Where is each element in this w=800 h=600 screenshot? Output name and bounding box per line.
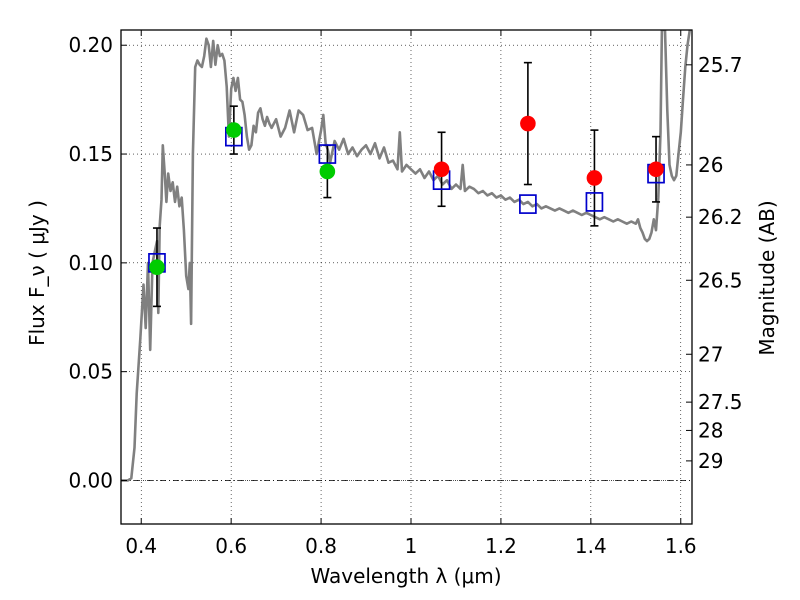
y2-tick-label: 27.5: [698, 390, 743, 414]
x-tick-label: 0.8: [305, 534, 337, 558]
model-square-marker: [585, 192, 604, 212]
grid: [121, 30, 692, 524]
model-photometry-squares: [148, 126, 665, 273]
y-ticks: 0.00 0.05 0.10 0.15 0.20: [68, 33, 127, 492]
y2-ticks: 25.7 26 26.2 26.5 27 27.5 28 29: [686, 53, 743, 473]
model-spectrum: [121, 30, 692, 482]
y-tick-label: 0.00: [68, 468, 113, 492]
spectrum-line: [121, 30, 692, 482]
y-tick-label: 0.15: [68, 142, 113, 166]
x-tick-label: 1.2: [485, 534, 517, 558]
observed-point: [520, 115, 536, 132]
x-axis-title: Wavelength λ (μm): [310, 564, 501, 588]
y-tick-label: 0.20: [68, 33, 113, 57]
observed-point: [586, 170, 603, 186]
y2-tick-label: 27: [698, 342, 723, 366]
x-tick-label: 0.4: [125, 534, 157, 558]
x-tick-label: 0.6: [215, 534, 247, 558]
x-tick-label: 1.6: [665, 534, 697, 558]
y2-tick-label: 26: [698, 153, 723, 177]
error-bars: [152, 61, 661, 308]
model-square-marker: [318, 144, 337, 164]
x-tick-label: 1.4: [575, 534, 607, 558]
observed-point: [648, 161, 664, 178]
y2-tick-label: 28: [698, 418, 723, 442]
x-ticks: 0.4 0.6 0.8 1 1.2 1.4 1.6: [125, 30, 697, 558]
y-tick-label: 0.05: [68, 360, 113, 384]
observed-point: [319, 163, 336, 180]
y2-tick-label: 29: [698, 449, 723, 473]
observed-point: [226, 122, 242, 138]
observed-point: [149, 259, 165, 276]
y2-tick-label: 25.7: [698, 53, 743, 77]
y2-tick-label: 26.5: [698, 268, 743, 292]
observed-photometry-points: [149, 115, 664, 276]
model-square-marker: [519, 194, 537, 214]
y2-tick-label: 26.2: [698, 205, 743, 229]
y-axis-title: Flux F_ν ( μJy ): [25, 200, 49, 346]
observed-point: [433, 161, 450, 178]
y2-axis-title: Magnitude (AB): [755, 200, 779, 355]
y-tick-label: 0.10: [68, 251, 113, 275]
x-tick-label: 1: [405, 534, 418, 558]
plot-frame: [120, 29, 693, 525]
